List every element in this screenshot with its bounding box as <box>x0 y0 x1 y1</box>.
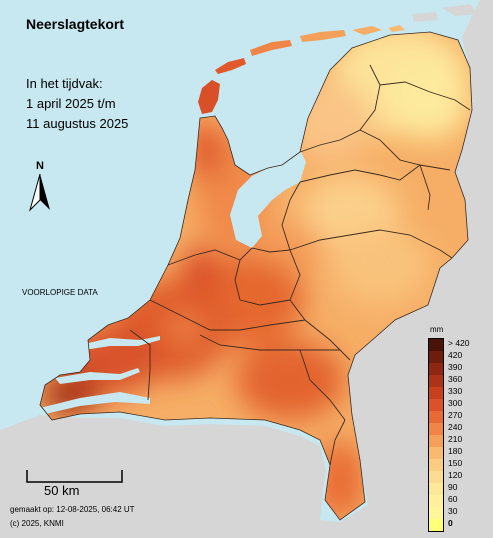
legend-unit: mm <box>430 325 444 334</box>
legend-label: > 420 <box>448 338 470 348</box>
legend-swatch <box>429 411 443 423</box>
legend-label: 180 <box>448 446 463 456</box>
legend-swatch <box>429 459 443 471</box>
north-arrow: N <box>28 160 52 217</box>
map-title: Neerslagtekort <box>26 16 125 32</box>
legend-swatch <box>429 483 443 495</box>
legend-label: 90 <box>448 482 458 492</box>
legend-label: 300 <box>448 398 463 408</box>
coastline <box>39 31 473 521</box>
legend-label: 330 <box>448 386 463 396</box>
legend-swatch <box>429 339 443 351</box>
germany-land <box>300 0 493 538</box>
legend-swatch <box>429 495 443 507</box>
legend-label: 0 <box>448 518 453 528</box>
legend-label: 210 <box>448 434 463 444</box>
legend-label: 360 <box>448 374 463 384</box>
period-line-3: 11 augustus 2025 <box>26 116 129 131</box>
legend-swatch <box>429 387 443 399</box>
period-line-1: In het tijdvak: <box>26 76 103 91</box>
period-line-2: 1 april 2025 t/m <box>26 96 116 111</box>
westerschelde <box>40 392 150 414</box>
province-borders <box>129 64 471 466</box>
legend-label: 390 <box>448 362 463 372</box>
haringvliet <box>80 336 160 350</box>
generated-timestamp: gemaakt op: 12-08-2025, 06:42 UT <box>10 505 135 514</box>
markermeer <box>238 185 270 220</box>
legend-swatch <box>429 447 443 459</box>
legend-label: 240 <box>448 422 463 432</box>
scale-bar <box>26 470 123 483</box>
legend-swatch <box>429 363 443 375</box>
legend-color-ramp <box>428 338 444 532</box>
north-arrow-icon <box>29 173 50 212</box>
legend-swatch <box>429 375 443 387</box>
legend-swatch <box>429 351 443 363</box>
legend-label: 270 <box>448 410 463 420</box>
legend-label: 60 <box>448 494 458 504</box>
legend-swatch <box>429 399 443 411</box>
oosterschelde <box>55 368 140 384</box>
legend-swatch <box>429 519 443 531</box>
legend-label: 420 <box>448 350 463 360</box>
legend-label: 120 <box>448 470 463 480</box>
wadden-islands <box>198 25 405 114</box>
legend-swatch <box>429 471 443 483</box>
copyright: (c) 2025, KNMI <box>10 519 64 528</box>
legend-swatch <box>429 435 443 447</box>
preliminary-data-label: VOORLOPIGE DATA <box>22 288 98 297</box>
german-islands <box>412 4 478 22</box>
legend-label: 30 <box>448 506 458 516</box>
legend-swatch <box>429 507 443 519</box>
north-label: N <box>36 160 44 172</box>
belgium-land <box>0 415 326 538</box>
legend-swatch <box>429 423 443 435</box>
legend-label: 150 <box>448 458 463 468</box>
scale-label: 50 km <box>44 483 80 498</box>
